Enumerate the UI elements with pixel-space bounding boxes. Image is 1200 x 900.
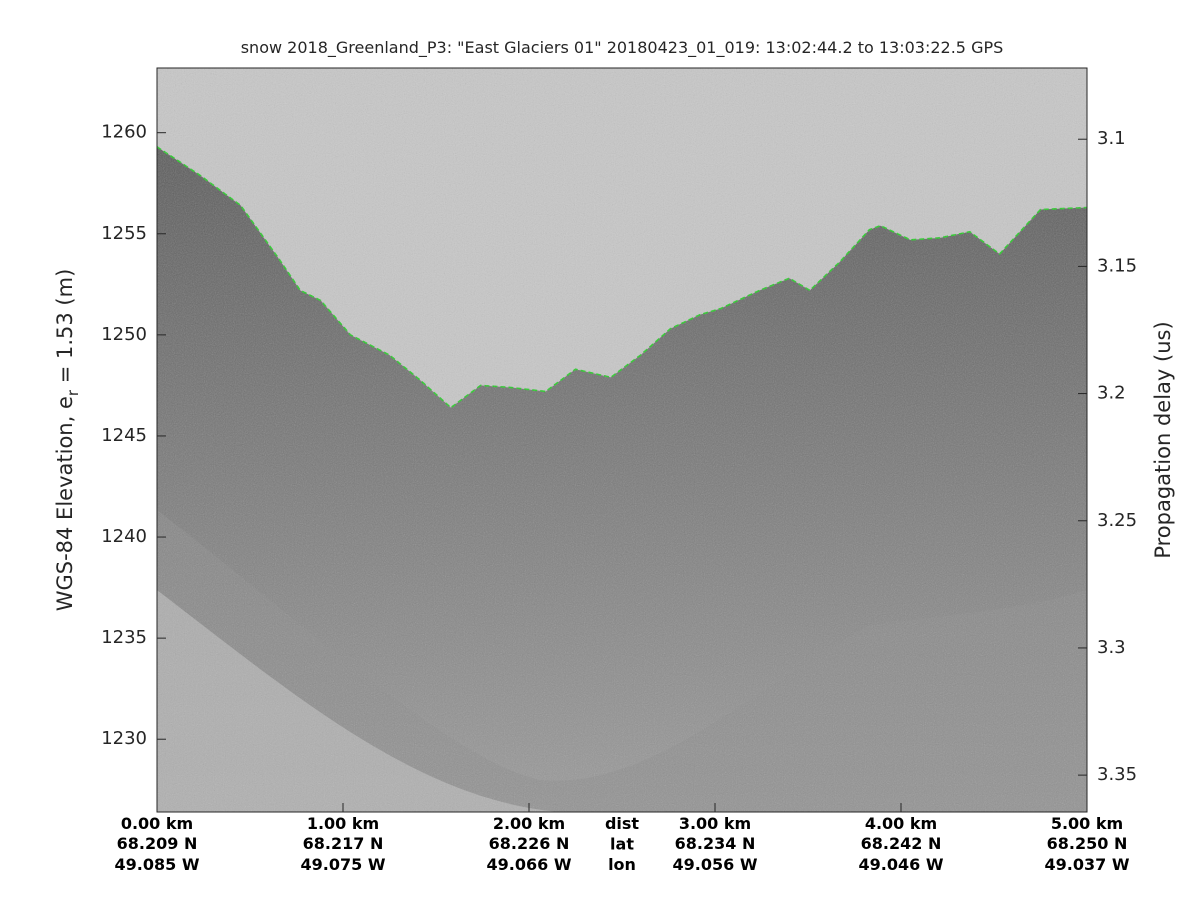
x-lat-label: 68.250 N: [1047, 834, 1128, 853]
x-lat-label: 68.217 N: [303, 834, 384, 853]
x-lon-label: 49.056 W: [673, 855, 758, 874]
y-tick-label: 1250: [101, 324, 147, 345]
x-row-label: lat: [610, 835, 634, 854]
y2-tick-label: 3.25: [1097, 510, 1137, 531]
y-tick-label: 1240: [101, 526, 147, 547]
x-lon-label: 49.046 W: [859, 855, 944, 874]
x-lat-label: 68.209 N: [117, 834, 198, 853]
x-tick-label: 4.00 km: [865, 814, 937, 833]
x-lon-label: 49.075 W: [301, 855, 386, 874]
bed-layer: [157, 68, 1087, 812]
y-tick-label: 1235: [101, 627, 147, 648]
x-row-label: dist: [605, 814, 639, 833]
x-row-label: lon: [608, 855, 636, 874]
x-lat-label: 68.226 N: [489, 834, 570, 853]
y-tick-label: 1260: [101, 122, 147, 143]
y2-tick-label: 3.2: [1097, 383, 1126, 404]
x-tick-label: 0.00 km: [121, 814, 193, 833]
y-axis-label: WGS-84 Elevation, er = 1.53 (m): [53, 269, 82, 612]
y-tick-label: 1245: [101, 425, 147, 446]
x-lon-label: 49.037 W: [1045, 855, 1130, 874]
x-tick-label: 3.00 km: [679, 814, 751, 833]
y2-tick-label: 3.15: [1097, 255, 1137, 276]
x-tick-label: 5.00 km: [1051, 814, 1123, 833]
y2-tick-label: 3.35: [1097, 764, 1137, 785]
x-lon-label: 49.066 W: [487, 855, 572, 874]
x-lon-label: 49.085 W: [115, 855, 200, 874]
x-tick-label: 1.00 km: [307, 814, 379, 833]
y-label-subscript: r: [64, 389, 82, 396]
y2-axis-label: Propagation delay (us): [1151, 321, 1175, 558]
y-label-suffix: = 1.53 (m): [53, 269, 77, 390]
chart-title: snow 2018_Greenland_P3: "East Glaciers 0…: [241, 38, 1004, 58]
x-tick-label: 2.00 km: [493, 814, 565, 833]
y-tick-label: 1230: [101, 728, 147, 749]
x-lat-label: 68.242 N: [861, 834, 942, 853]
x-lat-label: 68.234 N: [675, 834, 756, 853]
y-tick-label: 1255: [101, 223, 147, 244]
y2-tick-label: 3.1: [1097, 128, 1126, 149]
plot-frame: [156, 67, 1088, 813]
y2-tick-label: 3.3: [1097, 637, 1126, 658]
y-label-text: WGS-84 Elevation, e: [53, 396, 77, 611]
